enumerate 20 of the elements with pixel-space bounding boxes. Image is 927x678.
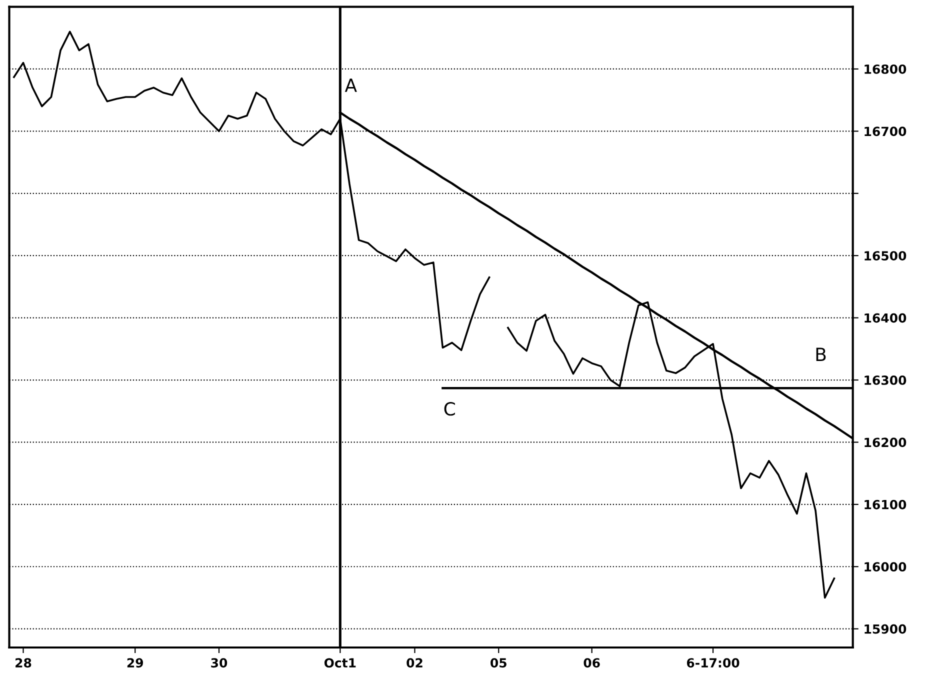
x-tick-label: 30 xyxy=(211,658,228,668)
annotation: B xyxy=(816,348,826,361)
y-tick-label: 16200 xyxy=(864,438,906,448)
x-tick-label: Oct1 xyxy=(324,658,356,668)
y-tick-label: 15900 xyxy=(864,624,906,634)
y-tick-label: 16300 xyxy=(864,375,906,385)
y-tick-label: 16100 xyxy=(864,500,906,510)
x-tick-label: 29 xyxy=(127,658,144,668)
x-tick-label: 28 xyxy=(16,658,32,668)
y-tick-label: 16500 xyxy=(864,251,906,261)
x-tick-label: 05 xyxy=(490,658,506,668)
y-tick-label: 16800 xyxy=(864,64,906,74)
x-tick-label: 6-17:00 xyxy=(686,658,740,668)
x-tick-label: 06 xyxy=(584,658,600,668)
y-tick-label: 16700 xyxy=(864,126,906,136)
annotation: A xyxy=(344,78,357,92)
x-tick-label: 02 xyxy=(406,658,422,668)
annotation: C xyxy=(444,402,455,416)
y-tick-label: 16400 xyxy=(864,313,906,323)
y-tick-label: 16000 xyxy=(864,562,906,572)
